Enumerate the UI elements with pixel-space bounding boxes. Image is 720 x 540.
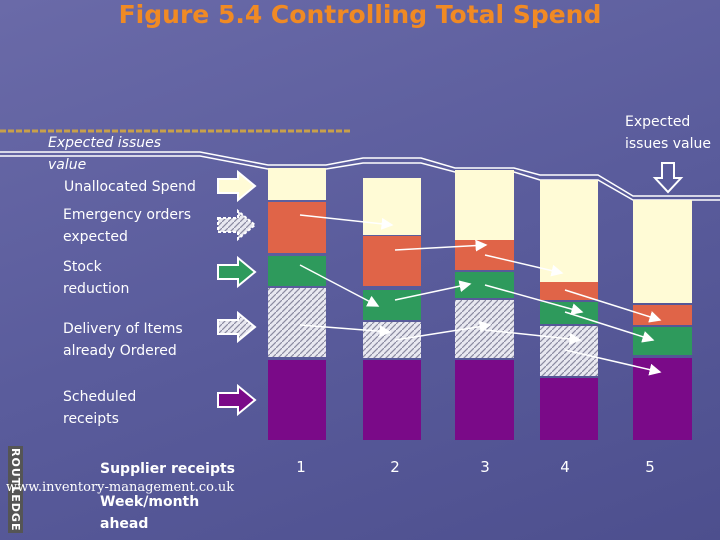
connector-lines — [0, 151, 720, 201]
logo: ROUTLEDGE — [8, 446, 23, 534]
left-label: Delivery of Items already Ordered — [63, 321, 183, 359]
column-2 — [363, 178, 421, 440]
column-label: 5 — [645, 458, 655, 476]
left-label: Unallocated Spend — [64, 179, 196, 195]
left-label: Emergency orders expected — [63, 207, 192, 245]
axis-label: Supplier receipts — [100, 461, 236, 477]
column-1 — [268, 168, 326, 440]
left-label: Stock reduction — [63, 259, 130, 297]
shift-arrows — [299, 214, 662, 376]
title: Figure 5.4 Controlling Total Spend — [118, 0, 602, 29]
axis-caption: Week/month ahead — [100, 494, 200, 532]
left-label: Scheduled receipts — [63, 389, 137, 427]
column-4 — [540, 180, 598, 440]
column-3 — [455, 170, 514, 440]
url: www.inventory-management.co.uk — [6, 480, 235, 495]
legend-arrows — [217, 162, 684, 417]
column-label: 3 — [480, 458, 490, 476]
column-label: 2 — [390, 458, 400, 476]
column-label: 4 — [560, 458, 570, 476]
column-label: 1 — [296, 458, 306, 476]
column-5 — [633, 200, 692, 440]
left-label: Expected issues value — [48, 135, 162, 173]
right-label: Expected issues value — [625, 114, 711, 152]
